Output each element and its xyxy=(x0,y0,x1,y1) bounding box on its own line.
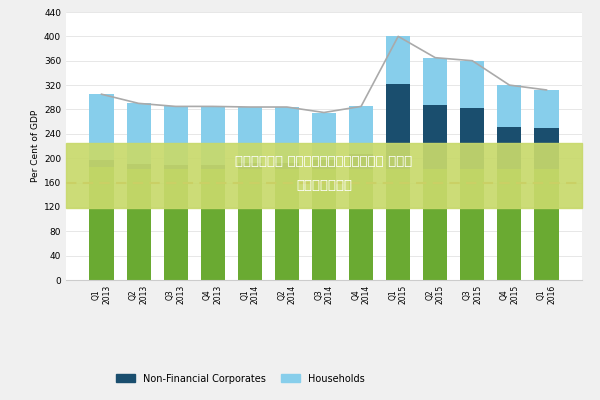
Bar xyxy=(275,107,299,163)
Bar xyxy=(89,94,113,160)
Bar xyxy=(66,143,582,208)
Bar xyxy=(497,85,521,126)
Bar xyxy=(312,112,336,160)
Y-axis label: Per Cent of GDP: Per Cent of GDP xyxy=(31,110,40,182)
Bar xyxy=(238,169,262,280)
Bar xyxy=(460,108,484,169)
Bar xyxy=(89,160,113,167)
Text: 迁至番禺汽车城: 迁至番禺汽车城 xyxy=(296,179,352,192)
Bar xyxy=(349,106,373,154)
Bar xyxy=(423,105,447,169)
Bar xyxy=(535,128,559,169)
Bar xyxy=(201,166,225,169)
Text: 在哪可以配资 广汽集团实施管理模式转变 总部搞: 在哪可以配资 广汽集团实施管理模式转变 总部搞 xyxy=(235,155,413,168)
Bar xyxy=(423,169,447,280)
Bar xyxy=(312,160,336,169)
Bar xyxy=(312,169,336,280)
Bar xyxy=(497,169,521,280)
Bar xyxy=(386,84,410,169)
Bar xyxy=(127,103,151,164)
Bar xyxy=(275,169,299,280)
Bar xyxy=(460,169,484,280)
Bar xyxy=(238,163,262,169)
Bar xyxy=(275,163,299,169)
Bar xyxy=(89,167,113,280)
Bar xyxy=(460,61,484,108)
Bar xyxy=(201,106,225,166)
Bar xyxy=(164,166,188,169)
Bar xyxy=(423,58,447,105)
Bar xyxy=(349,169,373,280)
Bar xyxy=(164,169,188,280)
Bar xyxy=(127,164,151,168)
Bar xyxy=(497,126,521,169)
Bar xyxy=(349,154,373,169)
Bar xyxy=(535,169,559,280)
Bar xyxy=(127,168,151,280)
Bar xyxy=(238,107,262,163)
Bar xyxy=(386,36,410,84)
Bar xyxy=(386,169,410,280)
Bar xyxy=(535,90,559,128)
Bar xyxy=(201,169,225,280)
Bar xyxy=(164,106,188,166)
